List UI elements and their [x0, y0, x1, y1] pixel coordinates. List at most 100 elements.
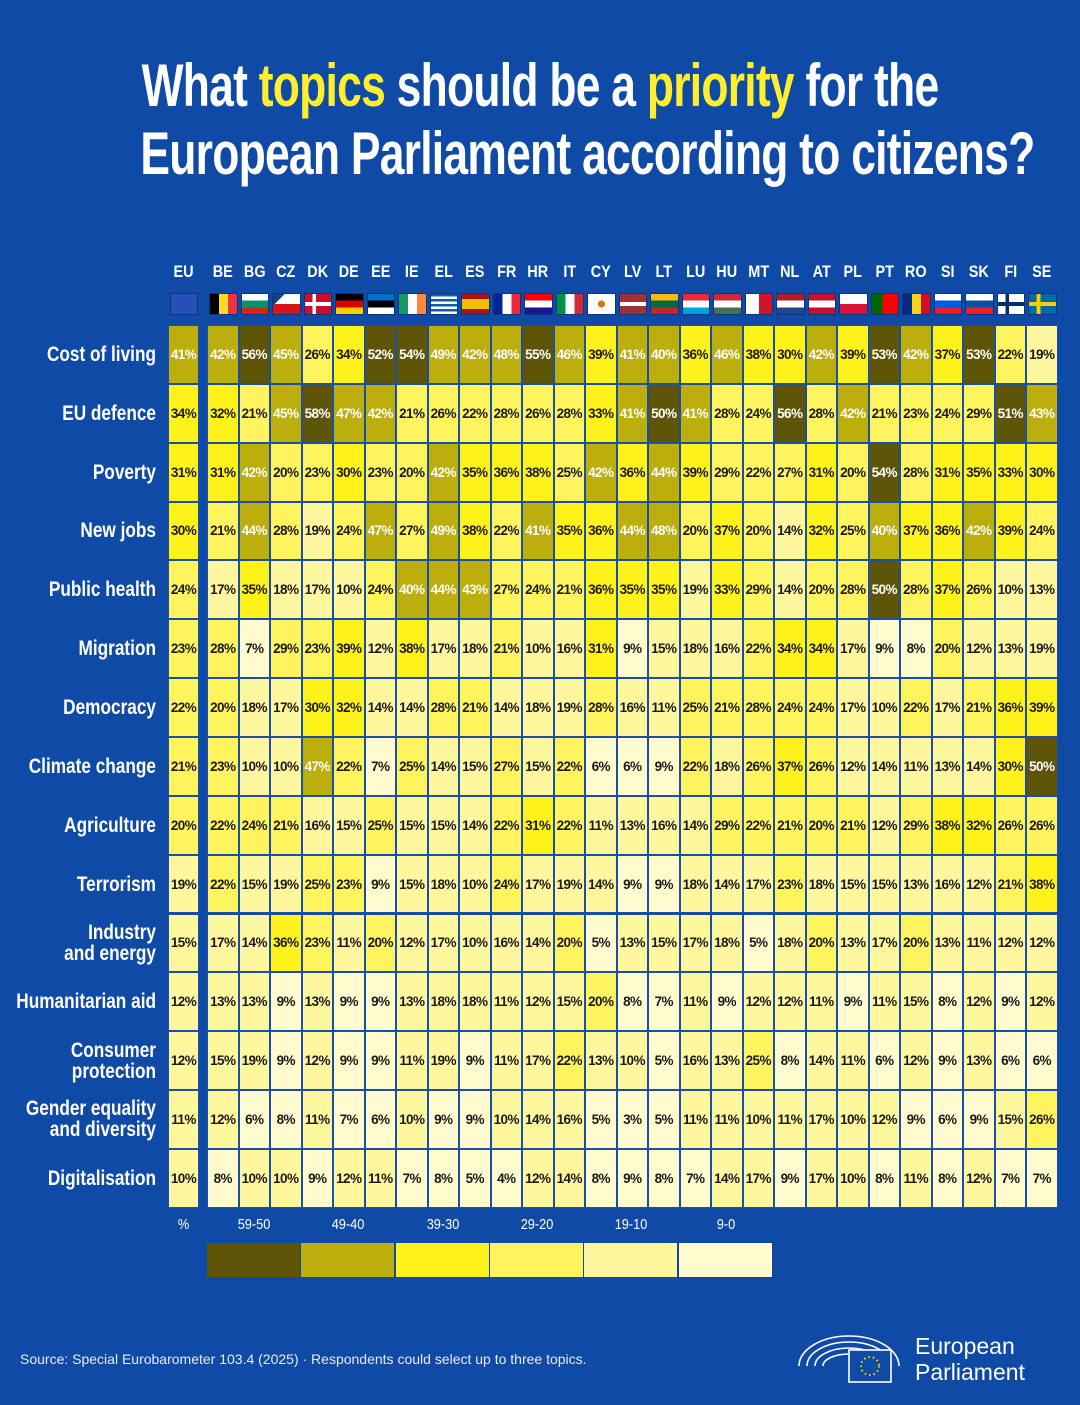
cell: 42% — [900, 325, 932, 384]
cell-label: 17% — [525, 876, 551, 892]
cell-label: 31% — [210, 464, 236, 480]
cell: 5% — [648, 1090, 680, 1149]
cell-label: 27% — [399, 523, 425, 539]
column-label: PT — [875, 262, 894, 281]
cell-label: 5% — [654, 1111, 674, 1127]
cell-label: 6% — [875, 1053, 894, 1069]
column-label: CY — [590, 262, 611, 281]
cell-label: 8% — [780, 1053, 800, 1069]
flag — [807, 293, 836, 315]
column-label: RO — [904, 262, 927, 281]
cell: 5% — [585, 913, 617, 973]
cell: 24% — [364, 560, 396, 620]
cell: 40% — [396, 560, 428, 620]
cell: 23% — [900, 383, 932, 443]
cell-label: 38% — [745, 346, 772, 362]
cell: 19% — [238, 1031, 270, 1091]
cell-label: 12% — [966, 876, 992, 892]
column-label: IE — [404, 262, 419, 281]
cell-label: 23% — [903, 405, 929, 421]
cell-label: 37% — [934, 346, 961, 362]
cell-label: 9% — [371, 876, 390, 892]
cell-label: 26% — [1029, 1111, 1055, 1127]
cell-label: 20% — [840, 464, 866, 480]
cell-label: 28% — [808, 405, 835, 421]
column-label: DK — [306, 262, 328, 281]
column-label: HR — [527, 262, 549, 281]
cell: 19% — [553, 678, 585, 737]
cell-label: 24% — [777, 700, 803, 716]
cell-label: 8% — [623, 994, 642, 1010]
cell-label: 42% — [588, 464, 614, 480]
cell: 32% — [333, 678, 365, 737]
cell: 28% — [207, 619, 239, 679]
cell-label: 46% — [556, 346, 583, 362]
cell-label: 16% — [619, 700, 646, 716]
cell: 36% — [585, 501, 617, 561]
cell-label: 10% — [241, 1170, 268, 1186]
cell-label: 9% — [906, 1111, 926, 1127]
cell-label: 17% — [745, 876, 772, 892]
cell-label: 9% — [623, 876, 642, 892]
cell-label: 25% — [556, 464, 583, 480]
cell: 12% — [1026, 913, 1058, 973]
cell-label: 12% — [840, 758, 866, 774]
cell-label: 21% — [840, 817, 866, 833]
cell-label: 21% — [871, 405, 898, 421]
cell-label: 10% — [997, 582, 1024, 598]
cell-label: 14% — [777, 582, 803, 598]
cell-label: 37% — [934, 582, 961, 598]
cell-label: 23% — [304, 464, 331, 480]
logo-line: European — [915, 1333, 1015, 1359]
cell: 9% — [837, 972, 869, 1032]
cell-label: 20% — [682, 523, 709, 539]
logo-mark — [798, 1335, 900, 1383]
cell-label: 17% — [934, 700, 961, 716]
cell: 19% — [553, 854, 585, 914]
column-label: LU — [685, 262, 705, 281]
cell-label: 44% — [651, 464, 677, 480]
cell: 9% — [900, 1090, 932, 1149]
cell-label: 20% — [273, 464, 299, 480]
cell-label: 9% — [371, 994, 390, 1010]
cell-label: 26% — [966, 582, 992, 598]
cell: 38% — [931, 795, 963, 855]
cell-label: 15% — [399, 817, 425, 833]
cell-label: 10% — [399, 1111, 425, 1127]
cell: 45% — [270, 383, 302, 443]
cell: 48% — [648, 501, 680, 561]
cell-label: 30% — [170, 523, 197, 539]
cell-label: 22% — [493, 817, 520, 833]
cell: 8% — [931, 1148, 963, 1208]
cell-label: 6% — [371, 1111, 390, 1127]
cell-label: 26% — [808, 758, 835, 774]
cell-label: 38% — [1029, 876, 1055, 892]
cell: 15% — [168, 913, 199, 973]
cell: 13% — [585, 1031, 617, 1091]
cell: 8% — [931, 972, 963, 1032]
cell: 31% — [522, 795, 554, 855]
logo-text: European Parliament — [915, 1333, 1025, 1385]
title-line: What topics should be a priority for the — [140, 52, 940, 120]
cell-label: 12% — [170, 1053, 197, 1069]
cell: 11% — [364, 1148, 396, 1208]
cell: 28% — [742, 678, 774, 737]
cell-label: 35% — [619, 582, 646, 598]
cell: 30% — [774, 325, 806, 384]
cell: 14% — [427, 736, 459, 796]
cell: 18% — [238, 678, 270, 737]
cell: 26% — [427, 383, 459, 443]
cell-label: 16% — [556, 641, 583, 657]
cell-label: 29% — [273, 641, 299, 657]
cell: 11% — [837, 1031, 869, 1091]
row-label: Migration — [78, 637, 156, 661]
cell: 21% — [963, 678, 995, 737]
column-label: DE — [338, 262, 359, 281]
cell-label: 9% — [938, 1053, 957, 1069]
cell: 28% — [585, 678, 617, 737]
cell-label: 15% — [871, 876, 898, 892]
cell-label: 33% — [714, 582, 740, 598]
cell-label: 22% — [997, 346, 1024, 362]
cell: 13% — [238, 972, 270, 1032]
cell: 12% — [774, 972, 806, 1032]
